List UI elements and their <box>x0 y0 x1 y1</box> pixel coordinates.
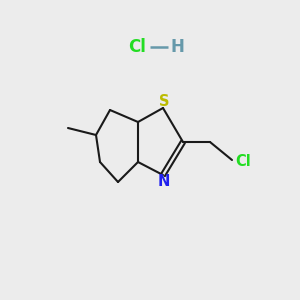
Text: H: H <box>171 38 185 56</box>
Text: Cl: Cl <box>235 154 251 169</box>
Text: Cl: Cl <box>128 38 146 56</box>
Text: S: S <box>159 94 169 110</box>
Text: N: N <box>158 173 170 188</box>
